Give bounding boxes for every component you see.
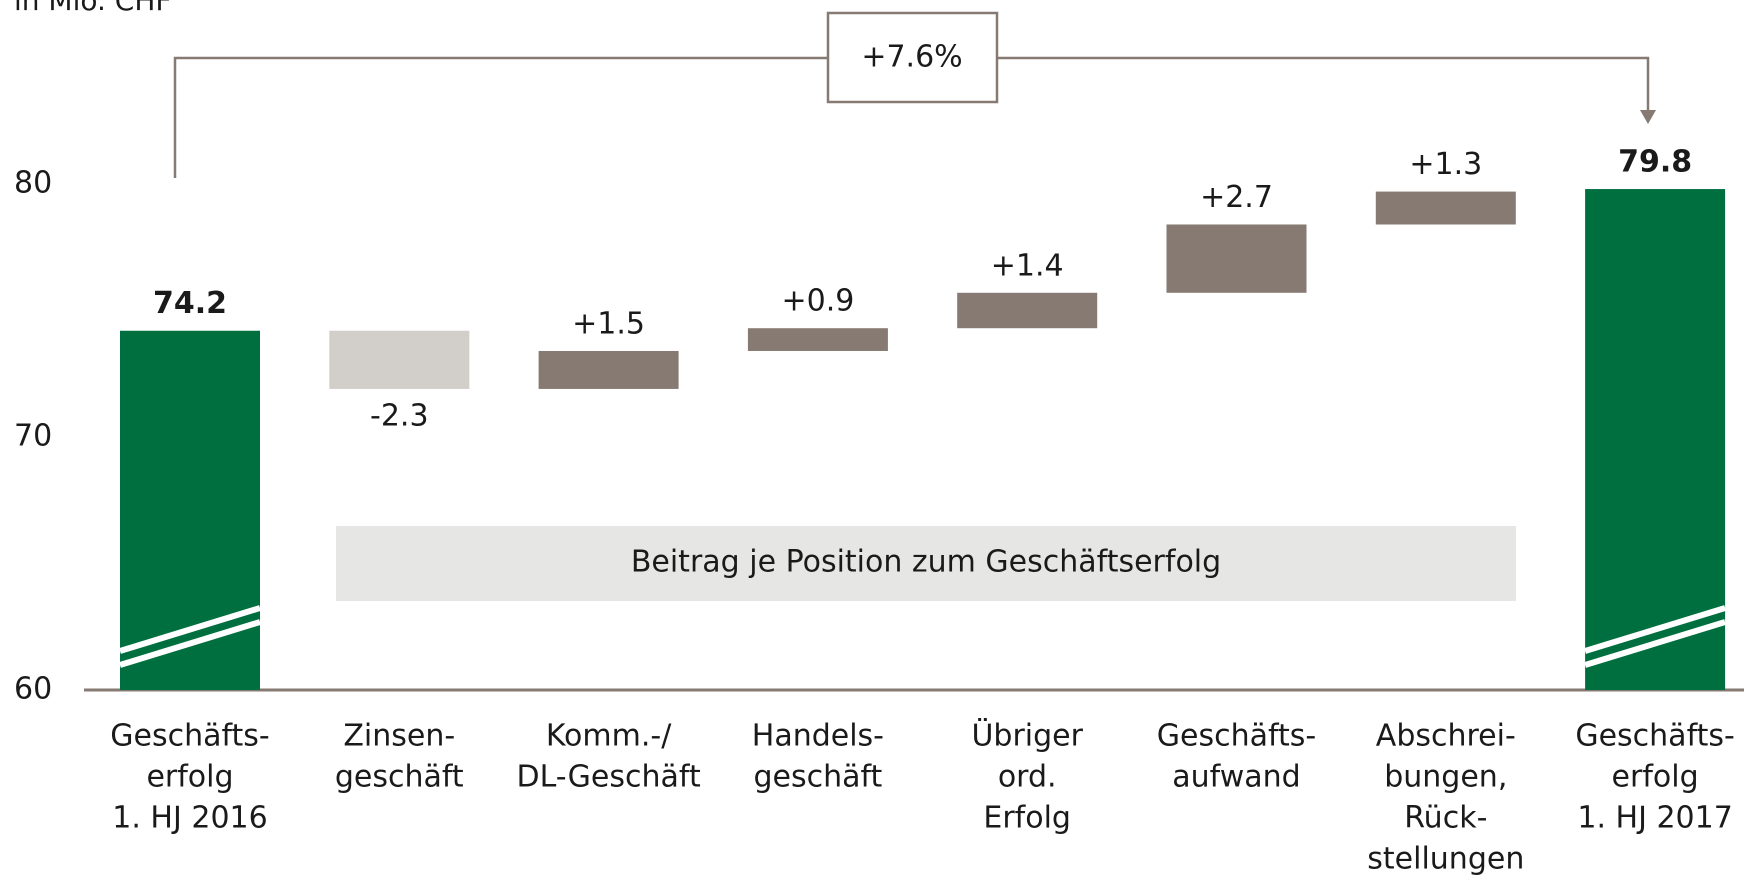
bar (1585, 189, 1726, 690)
bar (747, 328, 888, 351)
note-text: Beitrag je Position zum Geschäftserfolg (631, 545, 1221, 580)
value-label: 74.2 (153, 286, 227, 321)
x-tick-label: Rück- (1404, 801, 1487, 836)
axis-break (1584, 619, 1726, 668)
unit-label: in Mio. CHF (14, 0, 172, 17)
x-tick-label: Handels- (752, 719, 884, 754)
bar (120, 330, 260, 690)
arrow-head (1640, 110, 1656, 124)
bar (329, 330, 470, 389)
y-tick-label: 60 (14, 672, 52, 707)
note-box (336, 526, 1516, 601)
x-tick-label: erfolg (146, 760, 233, 795)
x-tick-label: bungen, (1384, 760, 1507, 795)
y-tick-label: 70 (14, 419, 52, 454)
x-tick-label: Komm.-/ (546, 719, 672, 754)
bar (1375, 191, 1516, 225)
x-tick-label: Übriger (971, 718, 1083, 754)
value-label: +2.7 (1200, 180, 1273, 215)
x-tick-label: Zinsen- (343, 719, 455, 754)
axis-break (1584, 605, 1726, 654)
x-tick-label: DL-Geschäft (516, 760, 700, 795)
x-tick-label: 1. HJ 2016 (112, 801, 267, 836)
value-label: -2.3 (370, 398, 429, 433)
value-label: +1.4 (991, 248, 1064, 283)
y-tick-label: 80 (14, 166, 52, 201)
x-tick-label: stellungen (1367, 842, 1524, 877)
bar (957, 292, 1098, 329)
value-label: +1.5 (572, 306, 645, 341)
growth-bracket (173, 56, 1650, 178)
x-tick-label: erfolg (1612, 760, 1699, 795)
x-tick-label: Geschäfts- (1157, 719, 1316, 754)
x-tick-label: 1. HJ 2017 (1577, 801, 1732, 836)
growth-label: +7.6% (861, 40, 962, 75)
x-tick-label: geschäft (335, 760, 464, 795)
x-tick-label: Geschäfts- (110, 719, 269, 754)
x-tick-label: Erfolg (983, 801, 1071, 836)
value-label: +1.3 (1409, 147, 1482, 182)
value-label: 79.8 (1618, 145, 1692, 180)
axis-break (119, 619, 261, 668)
x-tick-label: aufwand (1172, 760, 1300, 795)
axis-break (119, 605, 261, 654)
value-label: +0.9 (781, 284, 854, 319)
bar (1166, 224, 1307, 293)
growth-box (826, 11, 999, 104)
x-tick-label: ord. (998, 760, 1057, 795)
x-tick-label: Geschäfts- (1575, 719, 1734, 754)
bar (538, 350, 679, 389)
x-tick-label: geschäft (753, 760, 882, 795)
x-tick-label: Abschrei- (1376, 719, 1516, 754)
